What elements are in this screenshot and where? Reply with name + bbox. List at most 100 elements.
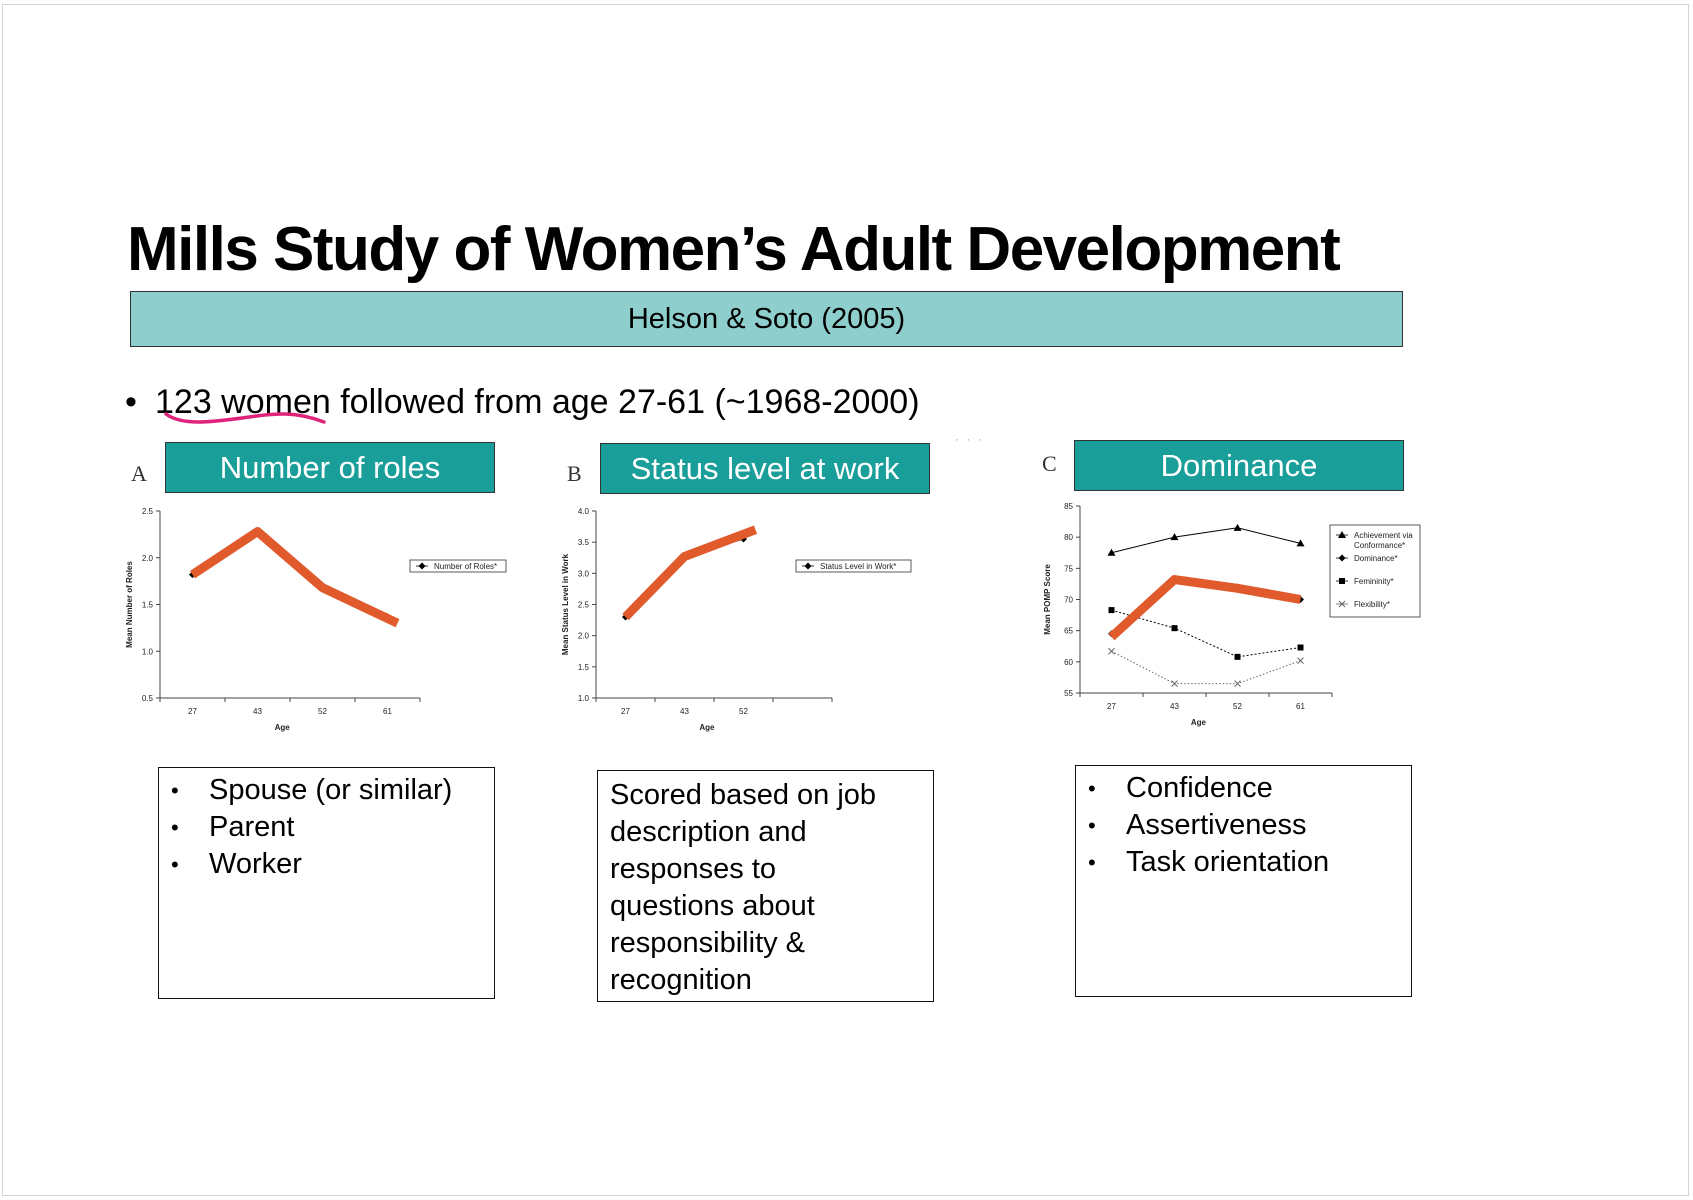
legend-label: Femininity* — [1354, 577, 1394, 586]
data-point-x-stroke — [1297, 657, 1304, 664]
data-point-square — [1234, 653, 1241, 660]
highlight-trend-line — [190, 527, 400, 628]
data-point-diamond — [418, 562, 426, 570]
y-tick-label: 1.5 — [142, 601, 154, 610]
y-axis-label: Mean POMP Score — [1043, 564, 1052, 635]
y-tick-label: 80 — [1064, 533, 1073, 542]
panel-label-status-level: Status level at work — [600, 443, 930, 494]
x-tick-label: 52 — [318, 707, 327, 716]
data-point-x — [1297, 657, 1304, 664]
panel-label-dominance: Dominance — [1074, 440, 1404, 491]
data-point-x — [1171, 680, 1178, 688]
data-point-triangle — [1170, 533, 1179, 541]
y-tick-label: 4.0 — [578, 507, 590, 516]
data-point-x — [1338, 600, 1346, 608]
y-tick-label: 55 — [1064, 689, 1073, 698]
y-tick-label: 1.0 — [142, 647, 154, 656]
citation-banner: Helson & Soto (2005) — [130, 291, 1403, 347]
y-tick-label: 3.0 — [578, 569, 590, 578]
series-line — [1111, 527, 1301, 554]
panel-letter-b: B — [567, 461, 582, 486]
data-point-x-stroke — [1234, 680, 1241, 688]
data-point-square — [1297, 644, 1304, 651]
citation-text: Helson & Soto (2005) — [627, 302, 906, 335]
dominance-description-box: Confidence Assertiveness Task orientatio… — [1075, 765, 1412, 997]
description-line: questions about — [610, 890, 815, 922]
data-point-x — [1108, 647, 1115, 655]
y-tick-label: 2.5 — [578, 601, 590, 610]
highlight-trend-line — [1108, 575, 1302, 641]
chart-dominance: 55 60 65 70 75 80 85 27 43 52 61 Age Mean POMP Score… — [1043, 502, 1421, 727]
roles-list: Spouse (or similar) Parent Worker — [159, 772, 494, 883]
data-point-triangle — [1107, 548, 1116, 556]
series-line — [625, 538, 744, 618]
y-tick-label: 2.0 — [578, 632, 590, 641]
data-point-triangle — [1296, 539, 1305, 547]
series-line — [1111, 650, 1301, 685]
panel-label-text: Status level at work — [630, 450, 900, 486]
y-tick-label: 1.5 — [578, 663, 590, 672]
legend-label: Dominance* — [1354, 554, 1398, 563]
panel-label-text: Number of roles — [219, 449, 441, 485]
legend-box — [795, 559, 912, 573]
x-tick-label: 43 — [253, 707, 262, 716]
y-tick-label: 65 — [1064, 627, 1073, 636]
x-tick-label: 27 — [188, 707, 197, 716]
y-tick-label: 60 — [1064, 658, 1073, 667]
x-tick-label: 43 — [680, 707, 689, 716]
faint-dots: · · · — [955, 432, 984, 446]
data-point-square — [1339, 578, 1345, 584]
list-item: Worker — [159, 846, 494, 883]
y-axis-label: Mean Number of Roles — [125, 561, 134, 648]
y-tick-label: 0.5 — [142, 694, 154, 703]
x-tick-label: 61 — [1296, 702, 1305, 711]
chart-status-level: 1.0 1.5 2.0 2.5 3.0 3.5 4.0 27 43 52 Age Mean Statu… — [561, 507, 912, 732]
status-description-text: Scored based on job description and resp… — [598, 771, 933, 1005]
legend-label: Flexibility* — [1354, 600, 1390, 609]
y-axis-label: Mean Status Level in Work — [561, 553, 570, 655]
list-item: Spouse (or similar) — [159, 772, 494, 809]
slide-border — [2, 4, 1689, 1196]
bullet-dot: • — [125, 383, 137, 421]
legend-box — [409, 559, 507, 573]
x-tick-label: 27 — [1107, 702, 1116, 711]
panel-label-number-of-roles: Number of roles — [165, 442, 495, 493]
y-tick-label: 1.0 — [578, 694, 590, 703]
status-description-box: Scored based on job description and resp… — [597, 770, 934, 1002]
y-tick-label: 2.5 — [142, 507, 154, 516]
legend-label: Status Level in Work* — [820, 562, 896, 571]
slide-title: Mills Study of Women’s Adult Development — [127, 215, 1341, 284]
legend-label: Number of Roles* — [434, 562, 497, 571]
x-tick-label: 27 — [621, 707, 630, 716]
y-tick-label: 75 — [1064, 564, 1073, 573]
roles-description-box: Spouse (or similar) Parent Worker — [158, 767, 495, 999]
data-point-x-stroke — [1108, 647, 1115, 655]
description-line: responsibility & — [610, 927, 806, 959]
x-tick-label: 61 — [383, 707, 392, 716]
legend-label: Achievement via — [1354, 531, 1413, 540]
chart-number-of-roles: 0.5 1.0 1.5 2.0 2.5 27 43 52 61 Age Mean Number of… — [125, 507, 507, 732]
list-item: Task orientation — [1076, 844, 1411, 881]
data-point-x-stroke — [1338, 600, 1346, 608]
panel-letter-c: C — [1042, 451, 1057, 476]
list-item: Assertiveness — [1076, 807, 1411, 844]
data-point-x — [1234, 680, 1241, 688]
bullet-rest-text: followed from age 27-61 (~1968-2000) — [330, 383, 920, 421]
panel-letter-a: A — [131, 461, 147, 486]
y-tick-label: 70 — [1064, 596, 1073, 605]
x-axis-label: Age — [699, 723, 715, 732]
list-item: Confidence — [1076, 770, 1411, 807]
y-tick-label: 85 — [1064, 502, 1073, 511]
data-point-diamond — [1338, 554, 1346, 562]
underline-annotation — [164, 412, 326, 424]
x-axis-label: Age — [275, 723, 291, 732]
highlight-trend-line — [622, 525, 758, 621]
data-point-x-stroke — [1171, 680, 1178, 688]
x-tick-label: 43 — [1170, 702, 1179, 711]
x-axis-label: Age — [1191, 718, 1207, 727]
description-line: recognition — [610, 964, 752, 996]
data-point-diamond — [740, 535, 747, 543]
panel-label-text: Dominance — [1160, 447, 1318, 483]
data-point-square — [1108, 607, 1115, 614]
description-line: responses to — [610, 853, 777, 885]
